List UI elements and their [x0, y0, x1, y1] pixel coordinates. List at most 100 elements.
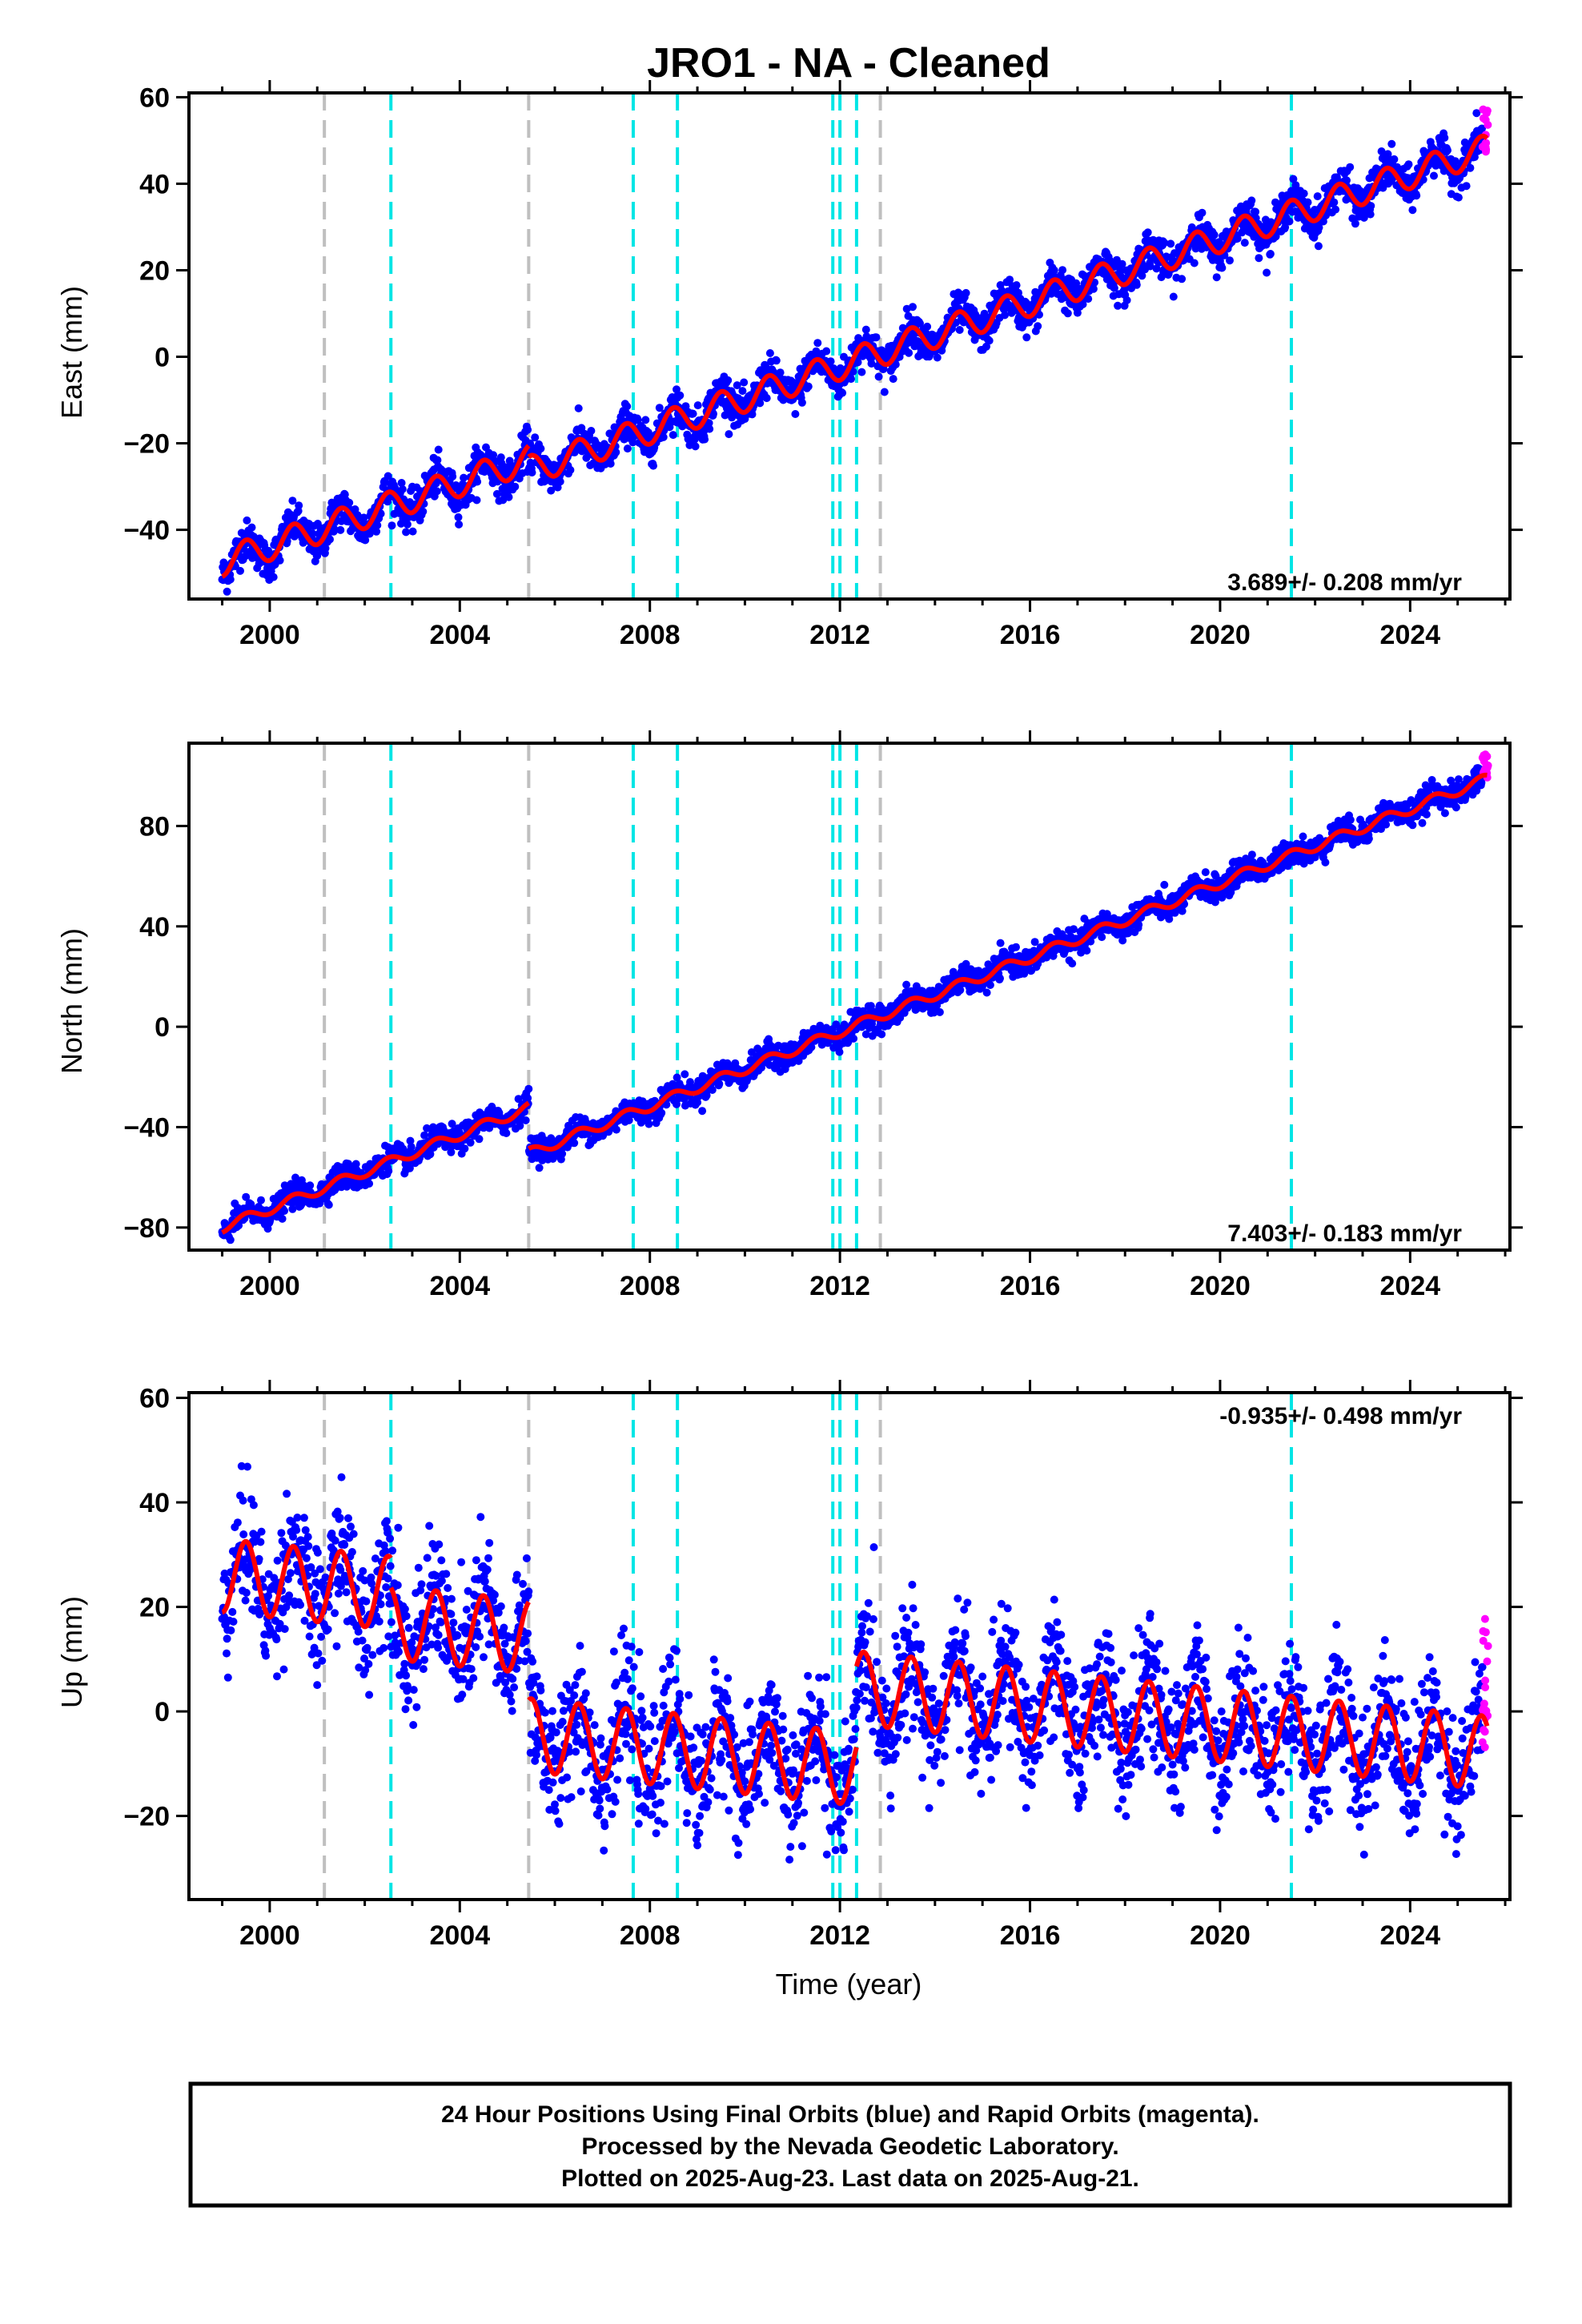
x-tick-label: 2016: [1000, 620, 1061, 650]
final-orbit-point: [1050, 266, 1058, 275]
final-orbit-point: [791, 410, 800, 418]
final-orbit-point: [861, 325, 870, 334]
final-orbit-point: [1451, 157, 1460, 166]
final-orbit-point: [962, 959, 970, 968]
rapid-orbit-point: [1479, 114, 1488, 123]
final-orbit-point: [980, 309, 989, 318]
y-tick-label: 20: [139, 255, 170, 286]
final-orbit-point: [813, 339, 822, 348]
east-panel: 2000 2004 2008 2012 2016 2020 2024−40−20020406…: [55, 80, 1523, 650]
final-orbit-point: [1315, 223, 1323, 232]
final-orbit-point: [460, 473, 468, 482]
x-tick-label: 2012: [809, 620, 870, 650]
final-orbit-point: [511, 482, 520, 491]
y-tick-label: 0: [155, 343, 170, 373]
final-orbit-point: [524, 425, 532, 434]
final-orbit-point: [693, 401, 702, 410]
final-orbit-point: [1266, 250, 1275, 258]
final-orbit-point: [383, 472, 392, 480]
final-orbit-point: [691, 442, 700, 451]
final-orbit-point: [1462, 182, 1471, 191]
final-orbit-point: [849, 1034, 858, 1043]
x-tick-label: 2024: [1380, 620, 1441, 650]
final-orbit-point: [662, 1100, 671, 1109]
final-orbit-point: [473, 477, 482, 486]
final-orbit-point: [521, 1116, 530, 1124]
x-tick-label: 2008: [620, 620, 681, 650]
final-orbit-point: [372, 527, 381, 536]
final-orbit-point: [1146, 262, 1154, 271]
final-orbit-point: [1255, 254, 1263, 263]
final-orbit-point: [1366, 210, 1375, 219]
final-orbit-point: [982, 988, 991, 997]
north-panel: 2000 2004 2008 2012 2016 2020 2024−80−4004080 …: [55, 730, 1523, 1301]
final-orbit-point: [673, 385, 681, 394]
final-orbit-point: [905, 348, 913, 357]
east-y-axis-label: East (mm): [55, 286, 88, 419]
final-orbit-point: [434, 445, 443, 454]
final-orbit-point: [558, 1149, 567, 1158]
final-orbit-point: [1330, 198, 1339, 207]
final-orbit-point: [1408, 206, 1417, 215]
final-orbit-point: [891, 360, 900, 369]
final-orbit-point: [935, 1007, 944, 1016]
final-orbit-point: [1098, 933, 1106, 942]
final-orbit-point: [359, 513, 368, 522]
rapid-orbit-point: [1479, 105, 1488, 114]
final-orbit-point: [1299, 189, 1308, 198]
final-orbit-point: [728, 413, 737, 422]
final-orbit-point: [606, 460, 615, 468]
east-frame: [187, 91, 1512, 601]
final-orbit-point: [1404, 160, 1413, 169]
final-orbit-point: [923, 322, 932, 331]
final-orbit-point: [433, 456, 442, 464]
final-orbit-point: [288, 1204, 297, 1213]
final-orbit-point: [1343, 176, 1351, 185]
final-orbit-point: [681, 1070, 689, 1079]
final-orbit-point: [797, 398, 806, 407]
final-orbit-point: [1201, 868, 1210, 877]
final-orbit-point: [804, 382, 813, 391]
east-final-orbit-points: [218, 109, 1487, 596]
final-orbit-point: [889, 375, 897, 384]
final-orbit-point: [838, 388, 847, 397]
final-orbit-point: [1212, 273, 1221, 282]
final-orbit-point: [351, 1160, 360, 1168]
final-orbit-point: [858, 352, 867, 360]
final-orbit-point: [1138, 271, 1146, 280]
final-orbit-point: [649, 461, 657, 470]
final-orbit-point: [1187, 223, 1196, 231]
final-orbit-point: [448, 472, 457, 480]
final-orbit-point: [612, 1125, 620, 1134]
final-orbit-point: [623, 402, 632, 411]
final-orbit-point: [1190, 259, 1199, 267]
final-orbit-point: [407, 1143, 416, 1152]
final-orbit-point: [986, 981, 994, 989]
final-orbit-point: [624, 1116, 633, 1124]
final-orbit-point: [612, 448, 620, 456]
final-orbit-point: [909, 303, 917, 312]
final-orbit-point: [762, 394, 771, 403]
final-orbit-point: [756, 399, 765, 408]
final-orbit-point: [1198, 208, 1207, 217]
final-orbit-point: [740, 378, 749, 387]
final-orbit-point: [502, 1129, 511, 1137]
final-orbit-point: [1218, 893, 1227, 902]
final-orbit-point: [1240, 239, 1249, 247]
final-orbit-point: [295, 501, 303, 510]
final-orbit-point: [1022, 333, 1031, 342]
final-orbit-point: [397, 479, 406, 487]
final-orbit-point: [1089, 284, 1098, 293]
final-orbit-point: [454, 513, 463, 521]
final-orbit-point: [955, 326, 964, 334]
final-orbit-point: [402, 528, 411, 537]
final-orbit-point: [880, 388, 889, 396]
east-rate-label: 3.689+/- 0.208 mm/yr: [1227, 569, 1462, 596]
final-orbit-point: [516, 1121, 524, 1130]
east-model-curve: [220, 444, 531, 579]
final-orbit-point: [1478, 124, 1486, 133]
final-orbit-point: [447, 1148, 456, 1156]
final-orbit-point: [1351, 219, 1359, 228]
final-orbit-point: [1387, 139, 1396, 148]
final-orbit-point: [982, 342, 990, 351]
